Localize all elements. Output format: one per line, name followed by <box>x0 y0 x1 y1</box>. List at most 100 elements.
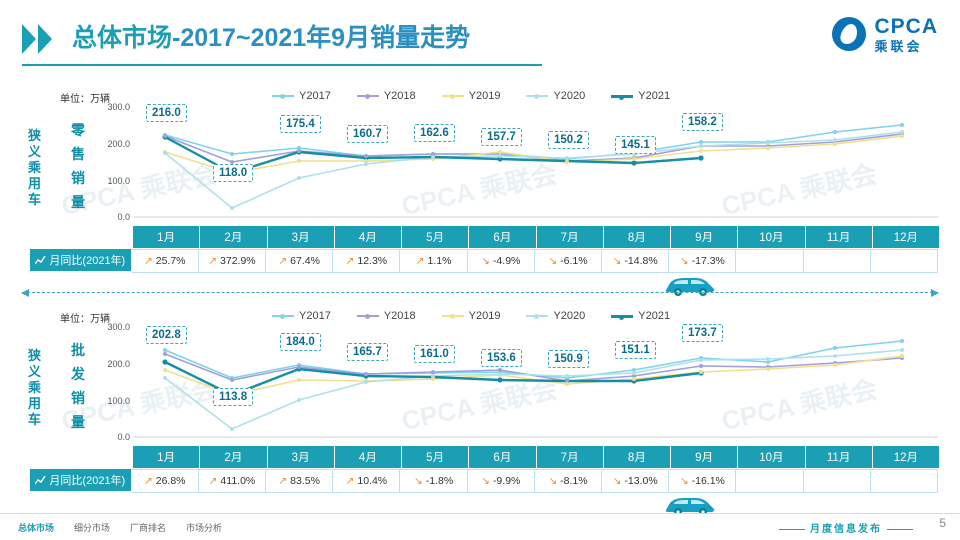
yoy-value: 12.3% <box>357 255 388 267</box>
trend-up-icon: ↗ <box>208 255 218 267</box>
trend-down-icon: ↘ <box>679 475 689 487</box>
yoy-value: -8.1% <box>560 475 588 487</box>
trend-up-icon: ↗ <box>278 475 288 487</box>
yoy-value: -4.9% <box>492 255 521 267</box>
wholesale-value-label: 161.0 <box>414 345 455 363</box>
legend-label: Y2020 <box>553 90 586 102</box>
legend-label: Y2021 <box>638 90 671 102</box>
svg-text:300.0: 300.0 <box>107 102 130 112</box>
arrow-left-icon <box>21 289 29 297</box>
wholesale-value-label: 153.6 <box>481 349 522 367</box>
month-cell: 9月 <box>671 226 739 248</box>
legend-swatch-icon <box>526 314 549 319</box>
legend-label: Y2017 <box>299 310 331 322</box>
trend-down-icon: ↘ <box>548 475 558 487</box>
month-cell: 6月 <box>469 446 537 468</box>
trend-icon <box>35 255 47 264</box>
legend-item-y2017[interactable]: Y2017 <box>272 90 331 102</box>
page-number: 5 <box>939 516 946 530</box>
page-header: 总体市场-2017~2021年9月销量走势 CPCA 乘联会 <box>0 0 960 70</box>
wholesale-axis-title-main: 批发销量 <box>71 342 87 430</box>
wholesale-value-label: 184.0 <box>280 333 321 351</box>
yoy-value: -9.9% <box>492 475 521 487</box>
month-cell: 9月 <box>671 446 739 468</box>
footer-tab-manufacturer[interactable]: 厂商排名 <box>130 523 167 533</box>
legend-label: Y2018 <box>383 310 416 322</box>
trend-up-icon: ↗ <box>143 475 153 487</box>
cpca-logo: CPCA 乘联会 <box>832 14 938 54</box>
month-cell: 12月 <box>872 226 939 248</box>
footer-tab-overall[interactable]: 总体市场 <box>18 523 55 533</box>
wholesale-axis-title-top: 狭义乘用车 <box>27 348 42 427</box>
yoy-value: 25.7% <box>155 255 186 267</box>
legend-item-y2018[interactable]: Y2018 <box>356 310 416 322</box>
month-cell: 1月 <box>133 226 201 248</box>
retail-value-label: 160.7 <box>347 125 388 143</box>
yoy-value: -14.8% <box>624 255 658 267</box>
yoy-value: 411.0% <box>220 475 256 487</box>
cpca-badge-icon <box>832 17 867 51</box>
month-cell: 2月 <box>200 226 268 248</box>
trend-down-icon: ↘ <box>481 255 490 267</box>
legend-item-y2018[interactable]: Y2018 <box>356 90 416 102</box>
wholesale-value-label: 150.9 <box>548 350 589 368</box>
retail-value-label: 175.4 <box>280 115 321 133</box>
double-chevron-icon <box>22 24 52 54</box>
trend-down-icon: ↘ <box>481 475 490 487</box>
month-cell: 7月 <box>536 226 604 248</box>
legend-label: Y2017 <box>299 90 331 102</box>
trend-up-icon: ↗ <box>208 475 218 487</box>
legend-item-y2021[interactable]: Y2021 <box>611 310 670 322</box>
month-cell: 11月 <box>805 226 873 248</box>
svg-text:0.0: 0.0 <box>117 212 130 222</box>
wholesale-value-label: 202.8 <box>146 326 187 344</box>
logo-chinese-text: 乘联会 <box>874 38 923 54</box>
retail-value-label: 145.1 <box>615 136 656 154</box>
month-cell: 4月 <box>334 446 402 468</box>
legend-swatch-icon <box>356 94 379 99</box>
yoy-value: -1.8% <box>425 475 454 487</box>
yoy-value: -6.1% <box>560 255 588 267</box>
month-cell: 8月 <box>603 446 671 468</box>
trend-down-icon: ↘ <box>413 475 423 487</box>
wholesale-plot: 300.0 200.0 100.0 0.0 <box>102 322 938 442</box>
legend-swatch-icon <box>611 94 634 100</box>
legend-swatch-icon <box>526 94 549 99</box>
yoy-value: 67.4% <box>290 255 320 267</box>
yoy-value: 26.8% <box>155 475 186 487</box>
legend-item-y2019[interactable]: Y2019 <box>441 310 500 322</box>
legend-swatch-icon <box>611 314 634 320</box>
yoy-value: 83.5% <box>290 475 320 487</box>
wholesale-month-axis: 1月 2月 3月 4月 5月 6月 7月 8月 9月 10月 11月 12月 <box>132 445 940 469</box>
legend-item-y2020[interactable]: Y2020 <box>526 310 585 322</box>
retail-yoy-row-label: 月同比(2021年) <box>49 255 126 267</box>
yoy-value: -17.3% <box>691 255 725 267</box>
footer-tab-analysis[interactable]: 市场分析 <box>186 523 223 533</box>
retail-axis-title-main: 零售销量 <box>71 122 87 210</box>
svg-text:200.0: 200.0 <box>107 139 130 149</box>
retail-legend: Y2017 Y2018 Y2019 Y2020 Y2021 <box>272 90 670 102</box>
month-cell: 11月 <box>805 446 873 468</box>
legend-label: Y2019 <box>468 90 501 102</box>
month-cell: 4月 <box>334 226 402 248</box>
svg-text:100.0: 100.0 <box>107 176 130 186</box>
wholesale-value-label: 173.7 <box>682 324 723 342</box>
month-cell: 10月 <box>738 446 806 468</box>
retail-month-axis: 1月 2月 3月 4月 5月 6月 7月 8月 9月 10月 11月 12月 <box>132 225 940 249</box>
footer-tab-segment[interactable]: 细分市场 <box>74 523 111 533</box>
month-cell: 12月 <box>872 446 939 468</box>
legend-item-y2021[interactable]: Y2021 <box>611 90 670 102</box>
trend-down-icon: ↘ <box>612 255 622 267</box>
legend-swatch-icon <box>441 94 464 99</box>
legend-swatch-icon <box>272 314 294 319</box>
legend-item-y2017[interactable]: Y2017 <box>272 310 331 322</box>
page-title: 总体市场-2017~2021年9月销量走势 <box>72 18 470 54</box>
month-cell: 1月 <box>133 446 201 468</box>
svg-text:300.0: 300.0 <box>107 322 130 332</box>
title-underline <box>22 64 542 66</box>
legend-item-y2019[interactable]: Y2019 <box>441 90 501 102</box>
svg-text:0.0: 0.0 <box>117 432 130 442</box>
legend-item-y2020[interactable]: Y2020 <box>526 90 585 102</box>
trend-up-icon: ↗ <box>415 255 425 267</box>
trend-down-icon: ↘ <box>679 255 689 267</box>
